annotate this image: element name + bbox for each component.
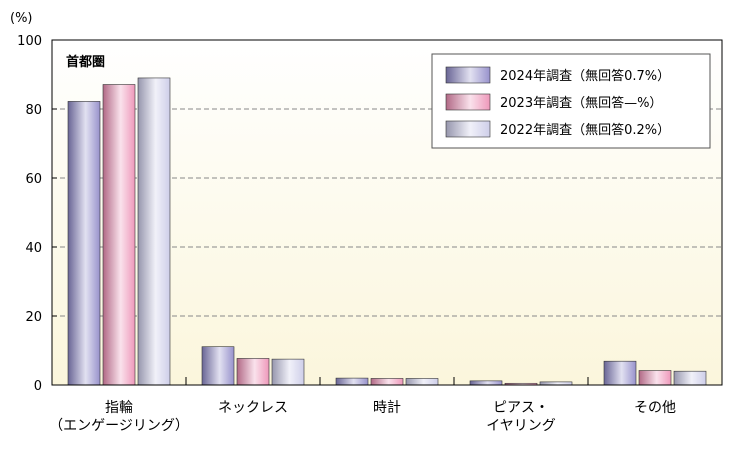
bar: [236, 358, 270, 386]
bar: [137, 77, 171, 386]
bar: [638, 370, 672, 386]
bars: [67, 77, 707, 386]
category-label: 指輪: [105, 399, 133, 416]
bar: [335, 377, 369, 386]
legend-label: 2023年調査（無回答—%）: [500, 95, 662, 111]
legend-label: 2022年調査（無回答0.2%）: [500, 122, 670, 138]
bar: [603, 360, 637, 386]
legend-swatch: [445, 66, 491, 84]
category-label: その他: [634, 400, 676, 416]
legend-swatch: [445, 93, 491, 111]
y-tick-labels: 0 20 40 60 80 100: [17, 34, 42, 394]
y-tick-label: 80: [25, 103, 42, 118]
category-label: ピアス・: [493, 400, 549, 416]
y-tick-label: 0: [34, 379, 42, 394]
bar: [102, 84, 136, 386]
region-label: 首都圏: [66, 54, 105, 70]
bar: [271, 358, 305, 386]
bar: [370, 378, 404, 386]
axes: [51, 39, 723, 386]
category-label: （エンゲージリング）: [49, 418, 189, 434]
category-label: イヤリング: [486, 418, 556, 434]
legend-swatch: [445, 120, 491, 138]
y-tick-label: 60: [25, 172, 42, 187]
bar: [469, 380, 503, 386]
bar: [673, 370, 707, 386]
bar: [201, 346, 235, 386]
y-tick-label: 20: [25, 310, 42, 325]
plot-frame: [51, 39, 723, 386]
category-label: ネックレス: [218, 400, 288, 416]
category-labels: 指輪 （エンゲージリング） ネックレス 時計 ピアス・イヤリング その他: [49, 399, 676, 434]
y-tick-label: 40: [25, 241, 42, 256]
bar: [405, 378, 439, 386]
category-label: 時計: [373, 400, 401, 416]
y-unit-label: (%): [10, 11, 33, 26]
y-tick-label: 100: [17, 34, 42, 49]
legend: 2024年調査（無回答0.7%） 2023年調査（無回答—%） 2022年調査（無回…: [431, 53, 711, 149]
legend-label: 2024年調査（無回答0.7%）: [500, 68, 670, 84]
bar: [67, 101, 101, 386]
